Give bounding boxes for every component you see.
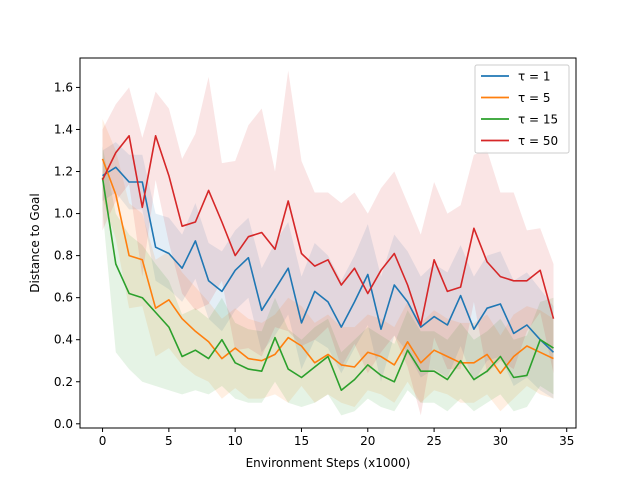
- legend-label-2: τ = 15: [518, 113, 558, 127]
- x-tick-label: 10: [228, 434, 243, 448]
- y-tick-label: 1.0: [54, 207, 73, 221]
- legend-label-1: τ = 5: [518, 91, 551, 105]
- y-tick-label: 0.2: [54, 375, 73, 389]
- y-tick-label: 1.6: [54, 80, 73, 94]
- legend-box: [474, 64, 570, 154]
- y-tick-label: 0.0: [54, 417, 73, 431]
- legend-label-3: τ = 50: [518, 134, 558, 148]
- y-axis-label: Distance to Goal: [28, 193, 42, 292]
- y-tick-label: 1.4: [54, 122, 73, 136]
- axis-ticks: 0 5 10 15 20 25 30 35 0.0 0.2 0.4 0.6 0.8 1.0 1.2 1.4 1.…: [54, 80, 574, 448]
- x-tick-label: 0: [99, 434, 107, 448]
- line-series-3: [101, 135, 555, 326]
- x-tick-label: 5: [165, 434, 173, 448]
- x-axis-label: Environment Steps (x1000): [246, 456, 411, 470]
- legend-label-0: τ = 1: [518, 70, 551, 84]
- band-series-0: [102, 142, 554, 399]
- x-tick-label: 15: [294, 434, 309, 448]
- x-tick-label: 30: [493, 434, 508, 448]
- line-series-2: [101, 177, 554, 392]
- y-tick-label: 0.6: [54, 291, 73, 305]
- band-series-1: [102, 119, 554, 412]
- x-tick-label: 25: [426, 434, 441, 448]
- line-series-0: [102, 166, 555, 353]
- series-lines: [101, 135, 555, 392]
- line-series-1: [101, 158, 554, 375]
- legend: τ = 1 τ = 5 τ = 15 τ = 50: [474, 64, 570, 154]
- x-tick-label: 35: [559, 434, 574, 448]
- x-tick-label: 20: [360, 434, 375, 448]
- y-tick-label: 0.4: [54, 333, 73, 347]
- plot-area-frame: [79, 57, 577, 429]
- band-series-3: [102, 70, 554, 416]
- y-tick-label: 1.2: [54, 165, 73, 179]
- y-tick-label: 0.8: [54, 249, 73, 263]
